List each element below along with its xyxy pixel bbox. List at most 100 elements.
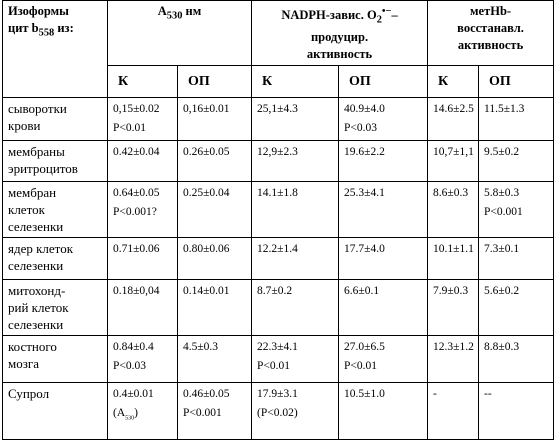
text-part: A — [157, 4, 167, 18]
cell-line: 14.6±2.5 — [433, 102, 474, 115]
text-part: активность — [306, 46, 373, 61]
subheader-cell: К — [251, 64, 340, 98]
value-cell: 27.0±6.5 P<0.01 — [338, 334, 429, 383]
value-cell: 17.7±4.0 — [338, 236, 429, 280]
cell-line: 22.3±4.1 — [257, 340, 298, 353]
value-cell: 0.4±0.01 (A530) — [107, 381, 178, 440]
header-cell: Изоформы цит b558 из: — [2, 0, 108, 98]
value-cell: 0.42±0.04 — [107, 139, 178, 182]
subheader-cell: К — [107, 64, 178, 98]
cell-line: 0.84±0.4 — [113, 340, 154, 353]
table-row: митохонд-рий клеток селезенки 0.18±0,04 0.1… — [2, 278, 555, 336]
value-cell: 12,9±2.3 — [251, 139, 340, 182]
cell-line: 17.9±3.1 — [257, 387, 298, 400]
table-row: сыворотки крови 0,15±0.02 P<0.01 0,16±0.01 25… — [2, 96, 555, 141]
text-part: нм — [182, 4, 202, 18]
cell-line: -- — [484, 387, 492, 400]
value-cell: 0,16±0.01 — [176, 96, 253, 141]
cell-line: 0.25±0.04 — [183, 186, 230, 199]
header-cell: NADPH-завис. O2•−– продуцир. активность — [251, 0, 429, 66]
value-cell: 0.14±0.01 — [176, 278, 253, 336]
row-label: сыворотки крови — [2, 96, 108, 141]
row-label: мембраны эритроцитов — [2, 139, 108, 182]
value-cell: 10.1±1.1 — [427, 236, 480, 280]
cell-line: (A530) — [113, 404, 172, 428]
cell-line: крови — [8, 117, 41, 133]
text-part: восстанавл. — [457, 21, 524, 35]
value-cell: 7.3±0.1 — [478, 236, 555, 280]
text-part: (A — [113, 406, 126, 419]
superscript: •− — [381, 6, 392, 17]
cell-line: P<0.001 — [484, 205, 523, 218]
cell-line: 10.1±1.1 — [433, 242, 474, 255]
cell-line: цит b558 из: — [8, 20, 102, 42]
value-cell: 14.1±1.8 — [251, 180, 340, 238]
value-cell: 0.18±0,04 — [107, 278, 178, 336]
text-part: – — [391, 8, 398, 23]
text-part: из: — [54, 21, 74, 35]
cell-line: 11.5±1.3 — [484, 102, 525, 115]
cell-line: 9.5±0.2 — [484, 145, 520, 158]
value-cell: - — [427, 381, 480, 440]
subscript: 2 — [376, 14, 382, 26]
cell-line: (P<0.02) — [257, 406, 298, 419]
row-label: мембран клеток селезенки — [2, 180, 108, 238]
cell-line: ядер клеток — [8, 240, 74, 256]
cell-line: метHb- — [433, 3, 548, 20]
cell-line: P<0.03 — [113, 359, 147, 372]
cell-line: 25.3±4.1 — [344, 186, 385, 199]
text-part: ) — [134, 406, 138, 419]
cell-line: Изоформы — [8, 3, 102, 20]
cell-line: 19.6±2.2 — [344, 145, 385, 158]
cell-line: P<0.01 — [257, 359, 291, 372]
cell-line: P<0.001? — [113, 205, 157, 218]
cell-line: активность — [257, 46, 422, 63]
header-row: Изоформы цит b558 из: A530 нм NADPH-завис. … — [2, 0, 555, 98]
subheader-cell: ОП — [176, 64, 253, 98]
value-cell: 19.6±2.2 — [338, 139, 429, 182]
cell-line: 5.6±0.2 — [484, 284, 520, 297]
cell-line: 0,16±0.01 — [183, 102, 230, 115]
subscript: 530 — [166, 10, 183, 22]
value-cell: 0.46±0.05 P<0.001 — [176, 381, 253, 440]
text-part: NADPH-завис. O — [281, 8, 377, 23]
cell-line: активность — [433, 37, 548, 54]
value-cell: 10,7±1,1 — [427, 139, 480, 182]
table-row: Супрол 0.4±0.01 (A530) 0.46±0.05 P<0.001 17.9… — [2, 381, 555, 440]
cell-line: 4.5±0.3 — [183, 340, 219, 353]
table-row: мембраны эритроцитов 0.42±0.04 0.26±0.05 12,… — [2, 139, 555, 182]
cell-line: селезенки — [8, 218, 64, 234]
cell-line: 14.1±1.8 — [257, 186, 298, 199]
cell-line: селезенки — [8, 257, 64, 273]
value-cell: 0.64±0.05 P<0.001? — [107, 180, 178, 238]
cell-line: NADPH-завис. O2•−– — [257, 3, 422, 29]
value-cell: 4.5±0.3 — [176, 334, 253, 383]
header-cell: A530 нм — [106, 0, 253, 66]
cell-line: 27.0±6.5 — [344, 340, 385, 353]
cell-line: - — [433, 387, 437, 400]
cell-line: мозга — [8, 355, 39, 371]
cell-line: 0.80±0.06 — [183, 242, 230, 255]
cell-line: 0,15±0.02 — [113, 102, 160, 115]
cell-line: 12.3±1.2 — [433, 340, 474, 353]
cell-line: P<0.001 — [183, 406, 222, 419]
cell-line: A530 нм — [113, 3, 246, 25]
value-cell: 12.3±1.2 — [427, 334, 480, 383]
subheader-cell: К — [427, 64, 480, 98]
table-row: мембран клеток селезенки 0.64±0.05 P<0.001? 0… — [2, 180, 555, 238]
cell-line: мембраны — [8, 143, 65, 159]
cell-line: 10.5±1.0 — [344, 387, 385, 400]
cell-line: продуцир. — [257, 29, 422, 46]
cell-line: 0.26±0.05 — [183, 145, 230, 158]
value-cell: 22.3±4.1 P<0.01 — [251, 334, 340, 383]
value-cell: 0.26±0.05 — [176, 139, 253, 182]
value-cell: 25,1±4.3 — [251, 96, 340, 141]
cell-line: Супрол — [8, 385, 50, 401]
value-cell: 25.3±4.1 — [338, 180, 429, 238]
cell-line: 0.64±0.05 — [113, 186, 160, 199]
cell-line: селезенки — [8, 316, 64, 332]
text-part: продуцир. — [310, 29, 369, 44]
cell-line: 40.9±4.0 — [344, 102, 385, 115]
